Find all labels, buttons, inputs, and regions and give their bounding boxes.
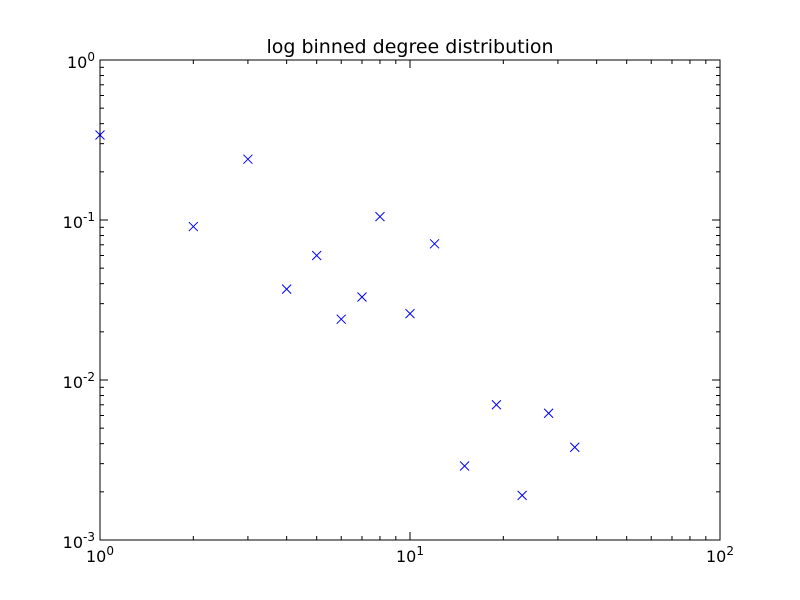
data-point (429, 238, 440, 249)
marker-stroke (405, 308, 415, 319)
marker-stroke (429, 238, 440, 249)
marker-stroke (336, 314, 347, 325)
data-point (357, 292, 367, 302)
data-point (375, 211, 385, 222)
y-tick-label: 100 (67, 50, 95, 72)
x-tick-label: 101 (396, 544, 424, 566)
data-point (311, 250, 322, 261)
marker-stroke (243, 154, 253, 165)
marker-stroke (311, 250, 322, 261)
marker-stroke (491, 399, 502, 410)
x-tick-label: 102 (706, 544, 734, 566)
marker-stroke (188, 221, 199, 232)
data-point (336, 314, 347, 325)
data-points (95, 130, 580, 501)
tick-labels: 100 101 102 10-3 10-2 10-1 100 (63, 50, 734, 566)
data-point (491, 399, 502, 410)
data-point (517, 490, 527, 501)
data-point (569, 442, 580, 453)
y-tick-label: 10-2 (63, 370, 95, 392)
marker-stroke (517, 490, 527, 501)
chart-title: log binned degree distribution (266, 36, 553, 58)
data-point (405, 308, 415, 319)
marker-stroke (459, 461, 470, 471)
x-tick-label: 100 (86, 544, 114, 566)
data-point (188, 221, 199, 232)
y-tick-label: 10-3 (63, 530, 95, 552)
data-point (281, 284, 292, 294)
marker-stroke (357, 292, 367, 302)
plot-frame (99, 59, 721, 541)
marker-stroke (569, 442, 580, 453)
marker-stroke (281, 284, 292, 294)
data-point (459, 461, 470, 471)
marker-stroke (375, 211, 385, 222)
data-point (543, 408, 554, 419)
data-point (243, 154, 253, 165)
marker-stroke (543, 408, 554, 419)
y-tick-label: 10-1 (63, 210, 95, 232)
